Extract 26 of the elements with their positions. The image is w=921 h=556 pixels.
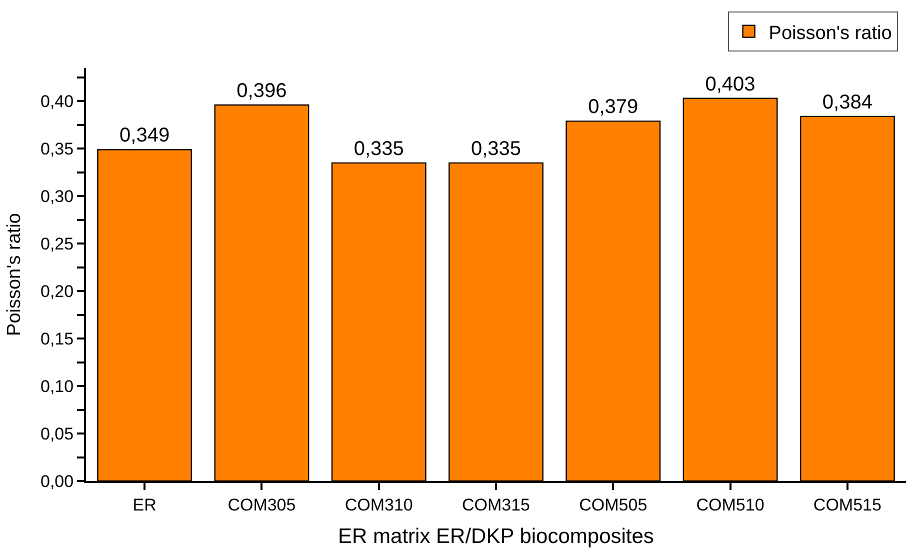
data-label: 0,403: [705, 73, 756, 96]
y-tick-label: 0,15: [40, 330, 74, 349]
y-tick-label: 0,05: [40, 424, 74, 444]
x-tick-label: ER: [132, 495, 156, 514]
x-tick-label: COM305: [228, 495, 296, 514]
data-label: 0,335: [354, 138, 404, 160]
y-tick-label: 0,40: [40, 92, 74, 112]
y-tick-label: 0,10: [40, 377, 74, 396]
x-tick-label: COM505: [579, 495, 648, 514]
data-label: 0,384: [822, 91, 872, 114]
y-tick-label: 0,00: [40, 472, 74, 491]
x-tick-label: COM310: [344, 495, 413, 514]
y-tick-label: 0,25: [40, 234, 74, 254]
y-axis-title: Poisson's ratio: [4, 213, 25, 336]
x-tick-label: COM510: [696, 495, 764, 514]
data-label: 0,349: [120, 124, 170, 147]
x-axis-title: ER matrix ER/DKP biocomposites: [338, 525, 654, 548]
x-tick-label: COM515: [813, 495, 882, 514]
y-tick-label: 0,35: [40, 140, 74, 159]
data-label: 0,335: [470, 138, 522, 160]
data-label: 0,396: [236, 80, 287, 102]
y-tick-label: 0,20: [40, 282, 74, 302]
y-tick-label: 0,30: [40, 187, 74, 206]
data-label: 0,379: [588, 96, 638, 118]
legend-label: Poisson's ratio: [768, 22, 892, 44]
x-tick-label: COM315: [462, 495, 530, 514]
